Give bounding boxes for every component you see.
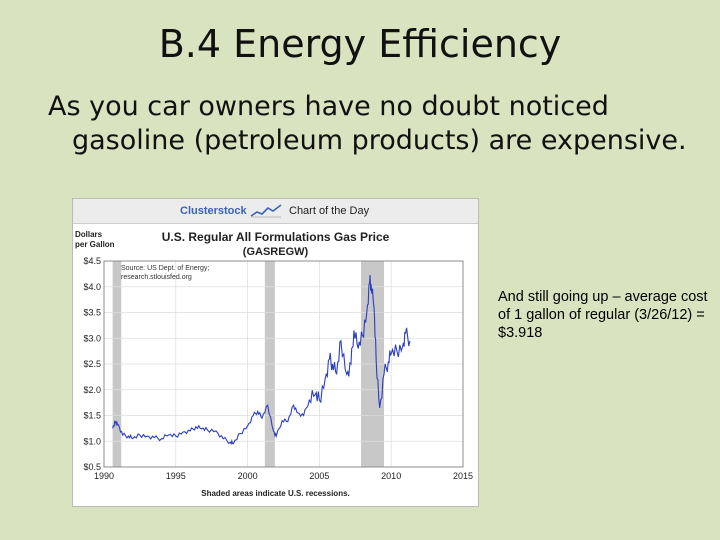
source-line-2: research.stlouisfed.org bbox=[121, 274, 192, 281]
mini-chart-logo-icon bbox=[250, 204, 282, 218]
chart-title: U.S. Regular All Formulations Gas Price bbox=[161, 230, 390, 244]
gas-price-line-0 bbox=[112, 274, 411, 446]
x-tick-label-1: 1995 bbox=[166, 471, 186, 481]
y-tick-label-7: $4.0 bbox=[83, 282, 101, 292]
x-tick-label-4: 2010 bbox=[381, 471, 401, 481]
y-axis-unit-line1: Dollars bbox=[75, 230, 103, 239]
y-tick-label-8: $4.5 bbox=[83, 256, 101, 266]
source-note: Source: US Dept. of Energy; research.stl… bbox=[121, 264, 209, 282]
y-tick-label-1: $1.0 bbox=[83, 436, 101, 446]
chart-header-band bbox=[73, 199, 478, 224]
chart-image: Clusterstock Chart of the Day U.S. Regul… bbox=[72, 198, 479, 507]
y-tick-label-4: $2.5 bbox=[83, 359, 101, 369]
brand-label: Clusterstock bbox=[180, 205, 247, 217]
chart-subtitle: (GASREGW) bbox=[242, 246, 309, 258]
x-tick-label-0: 1990 bbox=[94, 471, 114, 481]
y-tick-label-3: $2.0 bbox=[83, 385, 101, 395]
side-note: And still going up – average cost of 1 g… bbox=[498, 289, 708, 341]
plot-frame bbox=[103, 260, 464, 468]
x-tick-label-5: 2015 bbox=[453, 471, 473, 481]
x-tick-label-2: 2000 bbox=[238, 471, 258, 481]
slide-body-text: As you car owners have no doubt noticed … bbox=[48, 91, 687, 156]
slide-title: B.4 Energy Efficiency bbox=[158, 22, 562, 66]
y-tick-label-6: $3.5 bbox=[83, 308, 101, 318]
y-tick-label-5: $3.0 bbox=[83, 333, 101, 343]
source-line-1: Source: US Dept. of Energy; bbox=[121, 265, 210, 272]
x-tick-label-3: 2005 bbox=[309, 471, 329, 481]
y-tick-label-2: $1.5 bbox=[83, 411, 101, 421]
recession-footnote: Shaded areas indicate U.S. recessions. bbox=[201, 489, 350, 498]
y-axis-unit-line2: per Gallon bbox=[75, 240, 115, 249]
y-tick-label-0: $0.5 bbox=[83, 462, 101, 472]
chart-of-the-day-label: Chart of the Day bbox=[289, 205, 370, 217]
gas-price-plot: $0.5 $1.0 $1.5 $2.0 $2.5 $3.0 $3.5 $4.0 $4.5 1990… bbox=[83, 256, 473, 481]
